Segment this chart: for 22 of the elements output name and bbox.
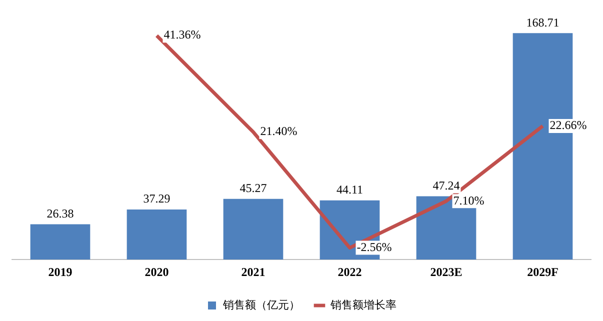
x-tick-label: 2019 <box>48 264 72 279</box>
data-label: 7.10% <box>453 193 484 208</box>
legend-label: 销售额（亿元） <box>222 298 300 312</box>
x-tick-label: 2020 <box>144 264 169 279</box>
data-label: 45.27 <box>240 180 267 195</box>
data-label: 168.71 <box>526 15 560 30</box>
data-label: 22.66% <box>550 118 587 132</box>
x-tick-label: 2022 <box>338 264 362 279</box>
x-tick-label: 2023E <box>430 264 462 279</box>
bar <box>30 224 90 260</box>
x-tick-label: 2029F <box>527 264 558 279</box>
bar <box>126 210 187 260</box>
data-label: 44.11 <box>336 182 364 197</box>
bar <box>223 198 284 260</box>
data-label: -2.56% <box>356 240 392 254</box>
data-label: 21.40% <box>260 124 298 138</box>
data-label: 47.24 <box>432 178 460 192</box>
data-label: 26.38 <box>46 206 74 220</box>
x-tick-label: 2021 <box>241 264 266 279</box>
data-label: 37.29 <box>143 192 170 206</box>
data-label: 41.36% <box>164 28 201 42</box>
legend-label: 销售额增长率 <box>330 298 396 312</box>
